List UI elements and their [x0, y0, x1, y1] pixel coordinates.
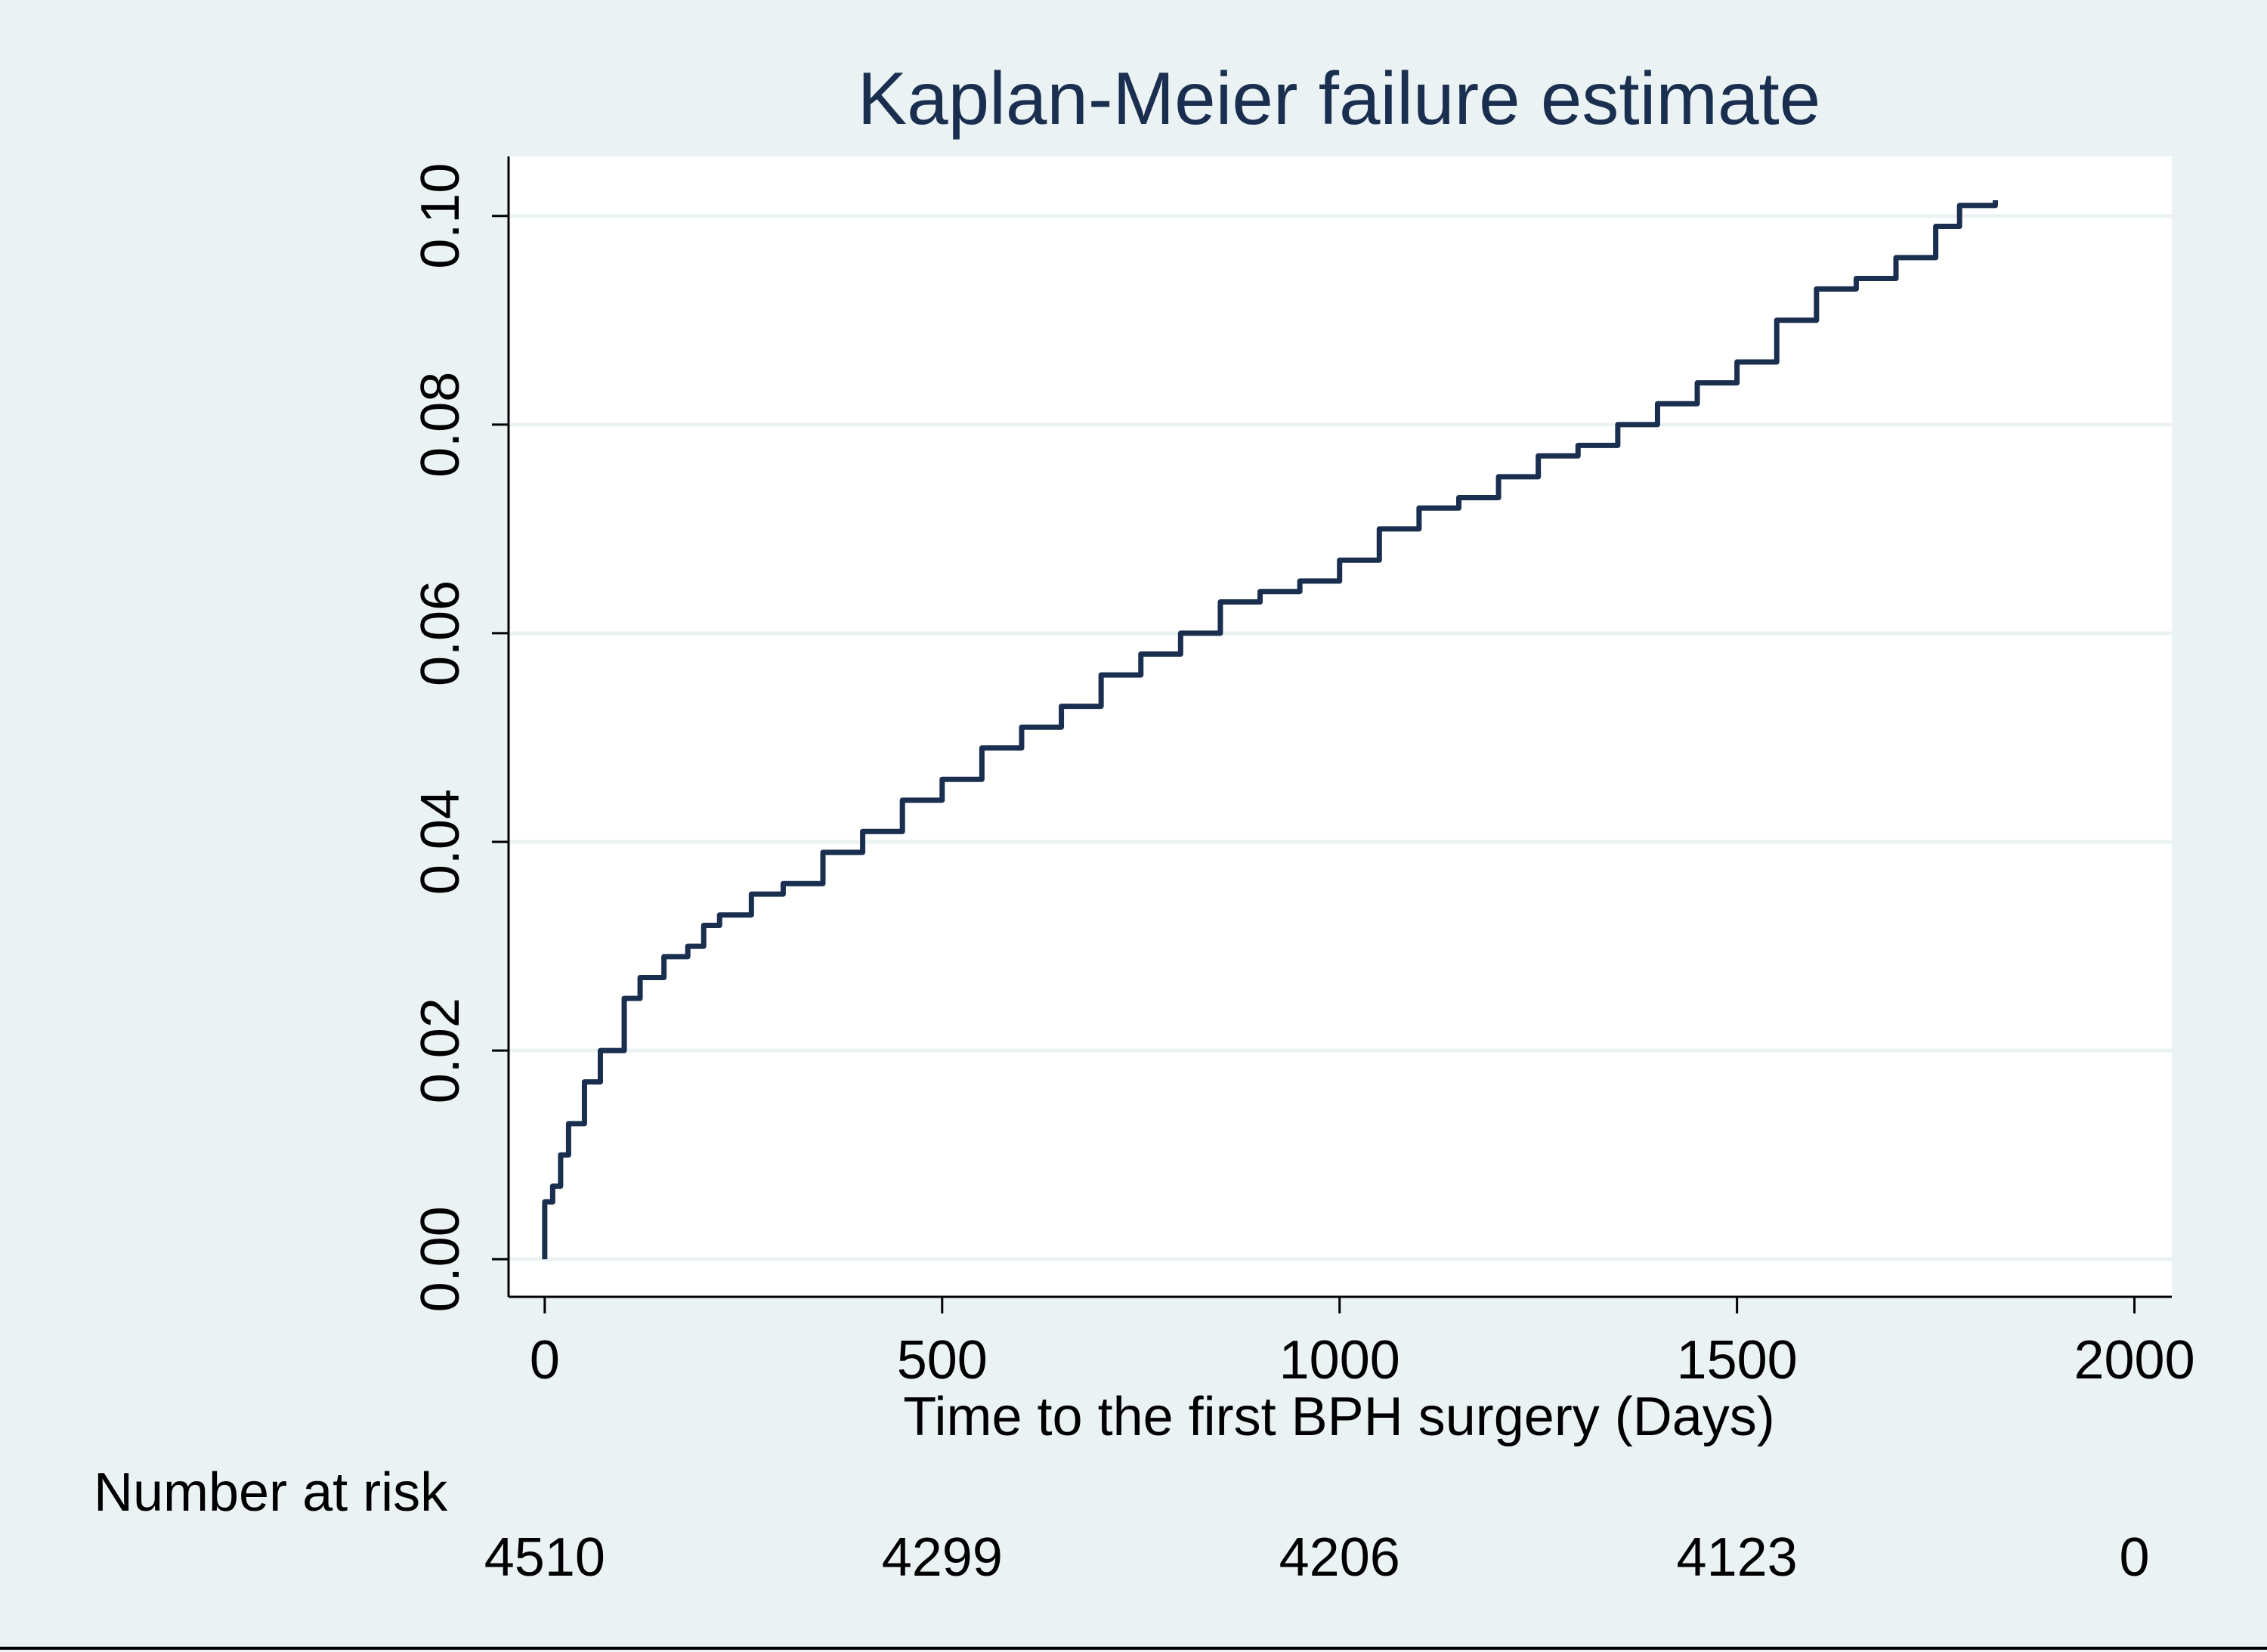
- risk-value: 0: [2120, 1527, 2150, 1588]
- plot-area: [509, 156, 2172, 1297]
- risk-table-label: Number at risk: [94, 1462, 448, 1523]
- km-curve: [542, 200, 1998, 1260]
- x-axis-label: Time to the first BPH surgery (Days): [903, 1387, 1775, 1447]
- x-tick-label: 2000: [2074, 1330, 2194, 1391]
- y-tick-label: 0.04: [410, 789, 471, 895]
- x-tick-label: 500: [897, 1330, 988, 1391]
- x-tick-label: 1500: [1677, 1330, 1798, 1391]
- risk-value: 4206: [1279, 1527, 1400, 1588]
- y-tick-label: 0.10: [410, 163, 471, 269]
- chart-title: Kaplan-Meier failure estimate: [858, 57, 1821, 140]
- risk-value: 4299: [882, 1527, 1003, 1588]
- risk-value: 4123: [1677, 1527, 1798, 1588]
- x-tick-label: 1000: [1279, 1330, 1400, 1391]
- y-tick-label: 0.00: [410, 1206, 471, 1312]
- risk-value: 4510: [484, 1527, 605, 1588]
- y-tick-label: 0.02: [410, 998, 471, 1103]
- x-tick-label: 0: [530, 1330, 560, 1391]
- y-tick-label: 0.08: [410, 372, 471, 478]
- y-tick-label: 0.06: [410, 580, 471, 686]
